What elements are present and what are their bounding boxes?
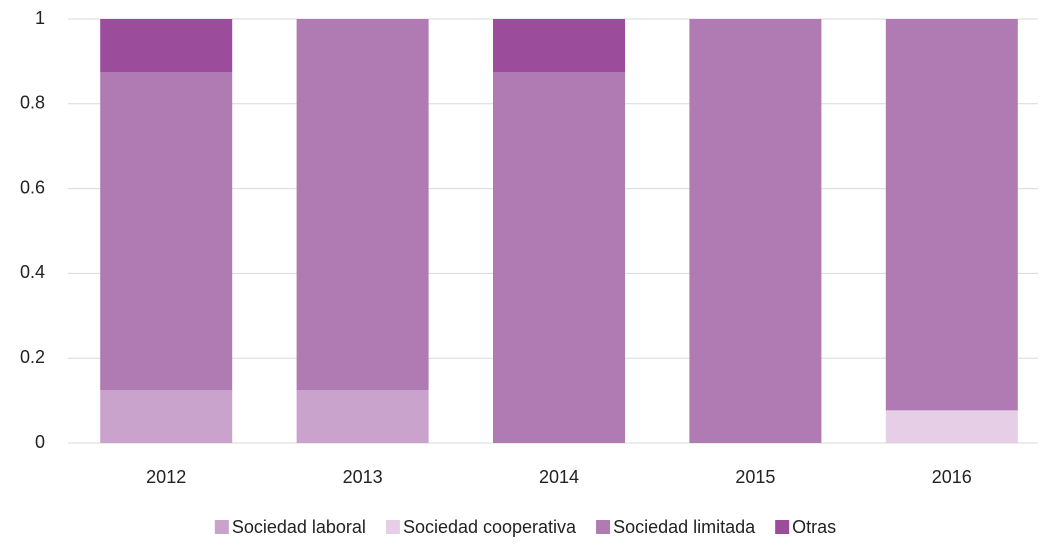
x-tick-label: 2016 (932, 467, 972, 487)
x-tick-label: 2012 (146, 467, 186, 487)
bar-segment (885, 410, 1018, 443)
bar-segment (689, 19, 822, 443)
y-tick-label: 0.2 (20, 347, 45, 367)
bar-segment (100, 390, 233, 443)
bar-segment (100, 72, 233, 390)
y-tick-label: 0 (35, 432, 45, 452)
y-tick-label: 0.6 (20, 177, 45, 197)
x-tick-label: 2013 (343, 467, 383, 487)
bar-segment (296, 390, 429, 443)
y-tick-label: 0.8 (20, 93, 45, 113)
x-tick-label: 2015 (735, 467, 775, 487)
legend-label: Sociedad limitada (613, 517, 756, 537)
bar-segment (100, 19, 233, 72)
legend-swatch (775, 520, 790, 534)
legend-swatch (214, 520, 229, 534)
legend-label: Sociedad laboral (232, 517, 366, 537)
y-tick-label: 1 (35, 8, 45, 28)
bar-segment (885, 19, 1018, 411)
legend-label: Otras (792, 517, 836, 537)
x-tick-label: 2014 (539, 467, 579, 487)
legend-swatch (385, 520, 400, 534)
bar-segment (493, 19, 625, 72)
legend-swatch (596, 520, 611, 534)
bar-segment (493, 72, 625, 443)
y-tick-label: 0.4 (20, 262, 45, 282)
bar-segment (296, 19, 429, 390)
legend-label: Sociedad cooperativa (403, 517, 577, 537)
